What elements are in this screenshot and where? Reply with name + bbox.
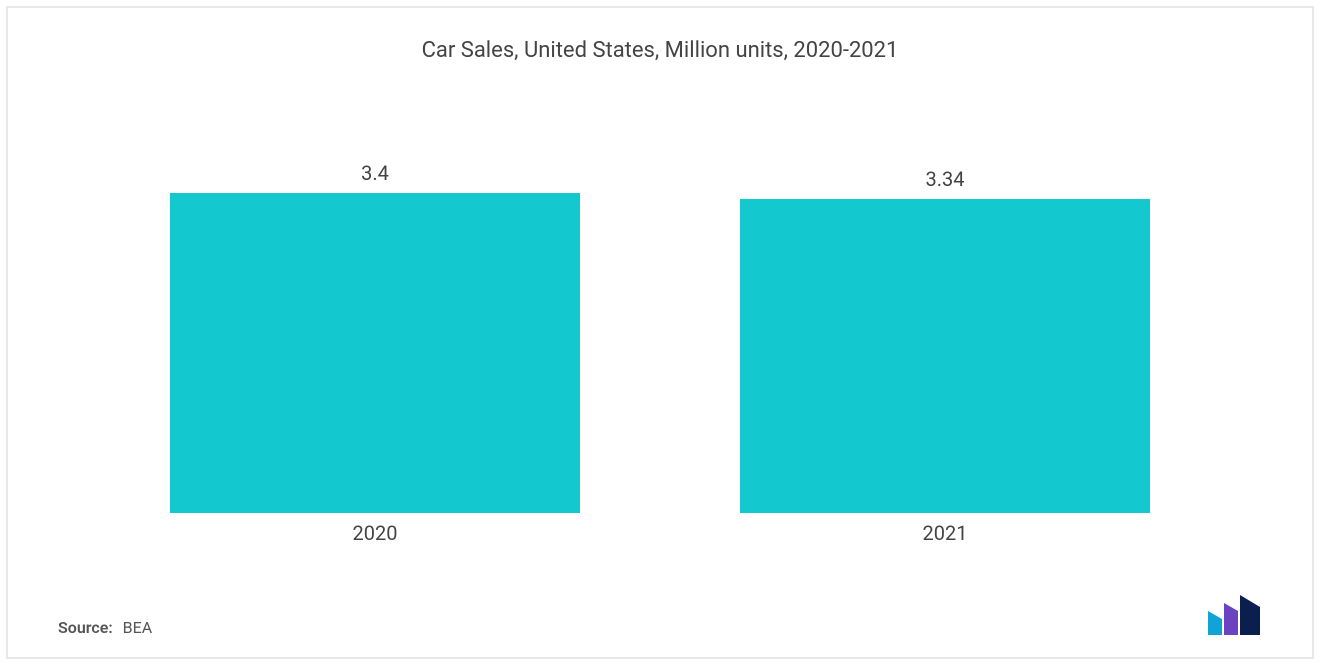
- bar-1: [740, 199, 1150, 513]
- chart-footer: Source: BEA: [58, 595, 1262, 637]
- chart-title: Car Sales, United States, Million units,…: [58, 38, 1262, 63]
- bar-0: [170, 193, 580, 513]
- bar-group-1: 3.34 2021: [740, 167, 1150, 545]
- chart-frame: Car Sales, United States, Million units,…: [6, 6, 1314, 659]
- bar-value-0: 3.4: [361, 161, 389, 185]
- bar-label-1: 2021: [923, 521, 968, 545]
- source-label: Source:: [58, 618, 113, 637]
- bar-plot: 3.4 2020 3.34 2021: [58, 93, 1262, 555]
- bar-label-0: 2020: [353, 521, 398, 545]
- source-line: Source: BEA: [58, 618, 152, 637]
- source-text: BEA: [123, 618, 153, 637]
- bar-group-0: 3.4 2020: [170, 161, 580, 545]
- brand-logo-icon: [1206, 595, 1262, 637]
- bar-value-1: 3.34: [926, 167, 965, 191]
